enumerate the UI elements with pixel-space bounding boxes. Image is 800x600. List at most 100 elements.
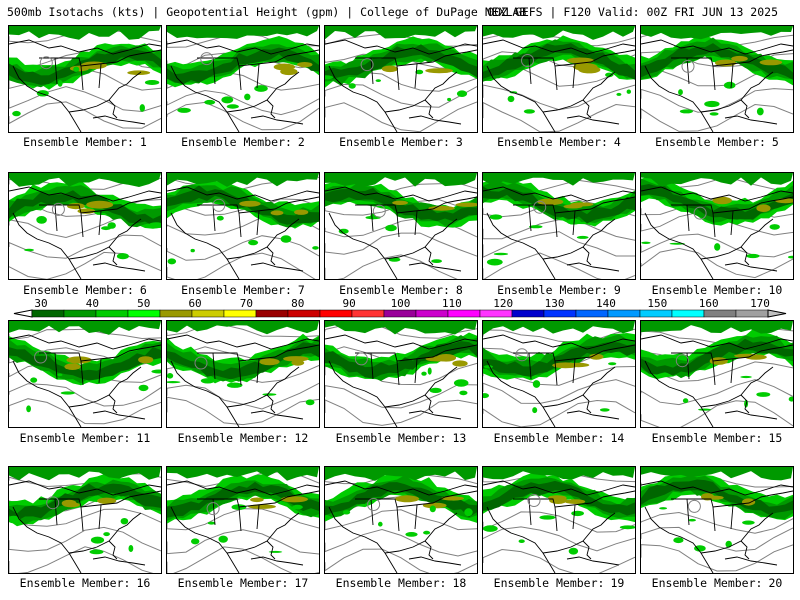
coastlines bbox=[483, 39, 635, 132]
coastlines bbox=[9, 39, 161, 132]
member-label-prefix: Ensemble Member: bbox=[651, 283, 763, 297]
ensemble-map bbox=[167, 467, 319, 573]
ensemble-map-panel bbox=[482, 466, 636, 574]
member-label-prefix: Ensemble Member: bbox=[335, 431, 447, 445]
page-header: 500mb Isotachs (kts) | Geopotential Heig… bbox=[0, 0, 800, 22]
coastlines bbox=[483, 480, 635, 573]
colorbar-swatch bbox=[415, 309, 449, 318]
ensemble-map bbox=[167, 26, 319, 132]
ensemble-map bbox=[325, 26, 477, 132]
ensemble-member-label: Ensemble Member: 16 bbox=[6, 576, 164, 590]
member-number: 8 bbox=[455, 283, 463, 297]
isotach-shading bbox=[167, 321, 319, 406]
coastlines bbox=[167, 186, 319, 279]
coastlines bbox=[325, 39, 477, 132]
ensemble-member-label: Ensemble Member: 4 bbox=[480, 135, 638, 149]
colorbar-tick-label: 30 bbox=[34, 297, 48, 310]
colorbar-swatch bbox=[255, 309, 289, 318]
colorbar-tick-label: 60 bbox=[188, 297, 202, 310]
member-number: 5 bbox=[771, 135, 779, 149]
colorbar-tick-label: 100 bbox=[390, 297, 411, 310]
member-label-prefix: Ensemble Member: bbox=[177, 576, 289, 590]
ensemble-member-label: Ensemble Member: 18 bbox=[322, 576, 480, 590]
ensemble-map bbox=[325, 321, 477, 427]
coastlines bbox=[9, 480, 161, 573]
ensemble-map bbox=[641, 321, 793, 427]
ensemble-map-panel bbox=[8, 25, 162, 133]
colorbar-tick-label: 170 bbox=[750, 297, 770, 310]
ensemble-map-panel bbox=[324, 25, 478, 133]
member-label-prefix: Ensemble Member: bbox=[497, 283, 608, 297]
colorbar-tick-label: 50 bbox=[137, 297, 151, 310]
low-center bbox=[200, 52, 214, 66]
ensemble-map bbox=[167, 321, 319, 427]
ensemble-map-panel bbox=[640, 25, 794, 133]
coastlines bbox=[641, 39, 793, 132]
member-number: 19 bbox=[610, 576, 625, 590]
coastlines bbox=[325, 334, 477, 427]
ensemble-member-label: Ensemble Member: 13 bbox=[322, 431, 480, 445]
low-center bbox=[687, 499, 701, 513]
ensemble-map bbox=[167, 173, 319, 279]
colorbar-swatch bbox=[511, 309, 545, 318]
isotach-shading bbox=[483, 467, 635, 555]
isotach-shading bbox=[325, 321, 477, 396]
ensemble-map-panel bbox=[482, 25, 636, 133]
ensemble-map bbox=[483, 173, 635, 279]
colorbar-swatch bbox=[607, 309, 641, 318]
isotach-shading bbox=[641, 26, 793, 116]
ensemble-map bbox=[9, 321, 161, 427]
colorbar-swatch bbox=[383, 309, 417, 318]
ensemble-member-label: Ensemble Member: 2 bbox=[164, 135, 322, 149]
member-label-prefix: Ensemble Member: bbox=[177, 431, 289, 445]
ensemble-map-panel bbox=[166, 466, 320, 574]
low-center bbox=[212, 198, 226, 212]
ensemble-member-label: Ensemble Member: 14 bbox=[480, 431, 638, 445]
isotach-shading bbox=[641, 321, 793, 411]
ensemble-member-label: Ensemble Member: 12 bbox=[164, 431, 322, 445]
low-center bbox=[675, 354, 689, 368]
ensemble-map bbox=[641, 467, 793, 573]
colorbar-swatch bbox=[159, 309, 193, 318]
isotach-shading bbox=[483, 173, 635, 266]
low-center bbox=[533, 200, 547, 214]
colorbar-swatch bbox=[447, 309, 481, 318]
colorbar-tick-label: 40 bbox=[85, 297, 99, 310]
colorbar-swatch bbox=[703, 309, 737, 318]
ensemble-member-label: Ensemble Member: 15 bbox=[638, 431, 796, 445]
ensemble-map-panel bbox=[8, 172, 162, 280]
ensemble-member-label: Ensemble Member: 7 bbox=[164, 283, 322, 297]
colorbar-tick-label: 110 bbox=[441, 297, 462, 310]
member-number: 16 bbox=[136, 576, 151, 590]
ensemble-map-panel bbox=[166, 25, 320, 133]
member-number: 15 bbox=[768, 431, 783, 445]
colorbar-tick-label: 90 bbox=[342, 297, 356, 310]
ensemble-map-panel bbox=[482, 320, 636, 428]
low-center bbox=[521, 54, 534, 67]
coastlines bbox=[325, 186, 477, 279]
colorbar-swatch bbox=[639, 309, 673, 318]
member-label-prefix: Ensemble Member: bbox=[181, 135, 292, 149]
ensemble-map bbox=[325, 467, 477, 573]
coastlines bbox=[641, 334, 793, 427]
colorbar-tick-label: 160 bbox=[698, 297, 719, 310]
ensemble-member-label: Ensemble Member: 5 bbox=[638, 135, 796, 149]
member-number: 11 bbox=[136, 431, 151, 445]
member-label-prefix: Ensemble Member: bbox=[497, 135, 608, 149]
ensemble-map-panel bbox=[324, 466, 478, 574]
ensemble-member-label: Ensemble Member: 1 bbox=[6, 135, 164, 149]
colorbar-tick-label: 140 bbox=[595, 297, 616, 310]
ensemble-member-label: Ensemble Member: 8 bbox=[322, 283, 480, 297]
colorbar-tick-label: 80 bbox=[291, 297, 305, 310]
ensemble-map-panel bbox=[482, 172, 636, 280]
ensemble-map-panel bbox=[8, 320, 162, 428]
isotach-shading bbox=[167, 173, 319, 265]
ensemble-map-panel bbox=[324, 172, 478, 280]
isotach-shading bbox=[9, 26, 161, 117]
isotach-shading bbox=[641, 173, 793, 259]
isotach-shading bbox=[167, 26, 319, 113]
low-center bbox=[693, 206, 707, 220]
colorbar-tick-label: 150 bbox=[647, 297, 668, 310]
member-number: 2 bbox=[297, 135, 305, 149]
ensemble-map bbox=[641, 26, 793, 132]
